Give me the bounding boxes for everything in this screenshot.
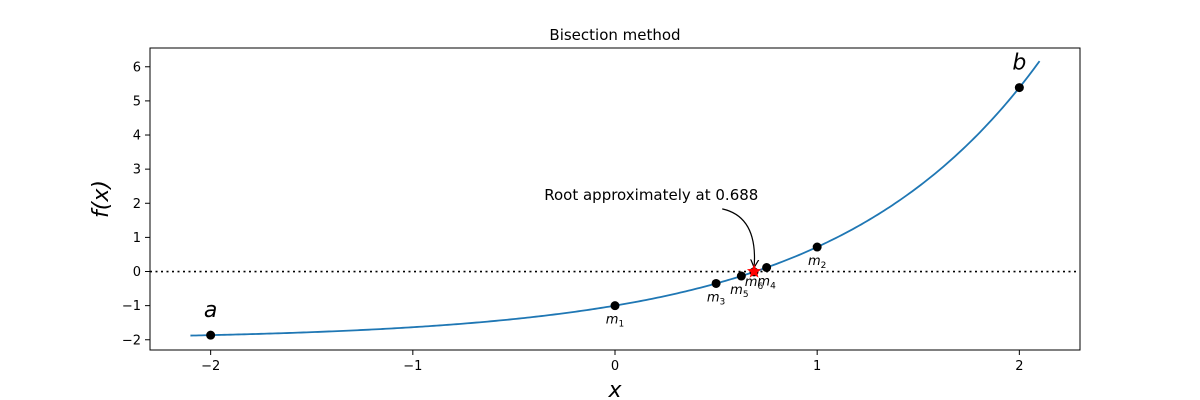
x-axis-label: x — [607, 378, 622, 400]
y-tick-label: −2 — [122, 333, 141, 348]
midpoint-label-main: m — [707, 290, 720, 305]
midpoint-marker — [610, 301, 620, 311]
endpoint-label: b — [1012, 51, 1026, 76]
midpoint-label: m3 — [707, 290, 725, 307]
endpoint-marker — [206, 330, 216, 340]
root-annotation-arrow — [722, 208, 754, 268]
x-tick-label: −2 — [201, 359, 220, 374]
midpoint-label: m5 — [730, 283, 748, 300]
midpoint-label-main: m — [606, 313, 619, 328]
x-tick-label: −1 — [403, 359, 422, 374]
root-annotation-text: Root approximately at 0.688 — [544, 186, 758, 204]
midpoint-marker — [812, 242, 822, 252]
x-tick-label: 2 — [1015, 359, 1023, 374]
y-tick-label: 5 — [133, 94, 141, 109]
endpoint-marker — [1014, 83, 1024, 93]
x-tick-label: 0 — [611, 359, 619, 374]
y-tick-label: 3 — [133, 163, 141, 178]
plot-frame — [149, 47, 1081, 351]
midpoint-label-sub: 5 — [743, 290, 749, 300]
midpoint-label: m6 — [745, 275, 764, 292]
y-tick-label: −1 — [122, 299, 141, 314]
x-tick-label: 1 — [813, 359, 821, 374]
y-axis-label: f(x) — [89, 180, 114, 218]
midpoint-label-sub: 1 — [618, 320, 624, 330]
y-tick-label: 2 — [133, 197, 141, 212]
y-tick-label: 6 — [133, 60, 141, 75]
endpoint-label: a — [204, 298, 217, 323]
midpoint-label-main: m — [808, 254, 821, 269]
midpoint-label-sub: 4 — [770, 282, 776, 292]
chart-title: Bisection method — [549, 26, 680, 44]
y-tick-label: 4 — [133, 129, 141, 144]
midpoint-label-main: m — [730, 283, 743, 298]
midpoint-label: m2 — [808, 254, 826, 271]
midpoint-marker — [711, 278, 721, 288]
midpoint-label-sub: 2 — [821, 261, 827, 271]
midpoint-marker — [762, 263, 772, 273]
midpoint-label: m1 — [606, 313, 624, 330]
y-tick-label: 1 — [133, 231, 141, 246]
midpoint-label: m4 — [757, 275, 776, 292]
midpoint-label-sub: 3 — [720, 297, 726, 307]
midpoint-label-main: m — [757, 275, 770, 290]
root-star-marker — [746, 264, 762, 278]
midpoint-marker — [736, 271, 746, 281]
y-tick-label: 0 — [133, 265, 141, 280]
midpoint-label-sub: 6 — [757, 282, 763, 292]
midpoint-label-main: m — [745, 275, 758, 290]
